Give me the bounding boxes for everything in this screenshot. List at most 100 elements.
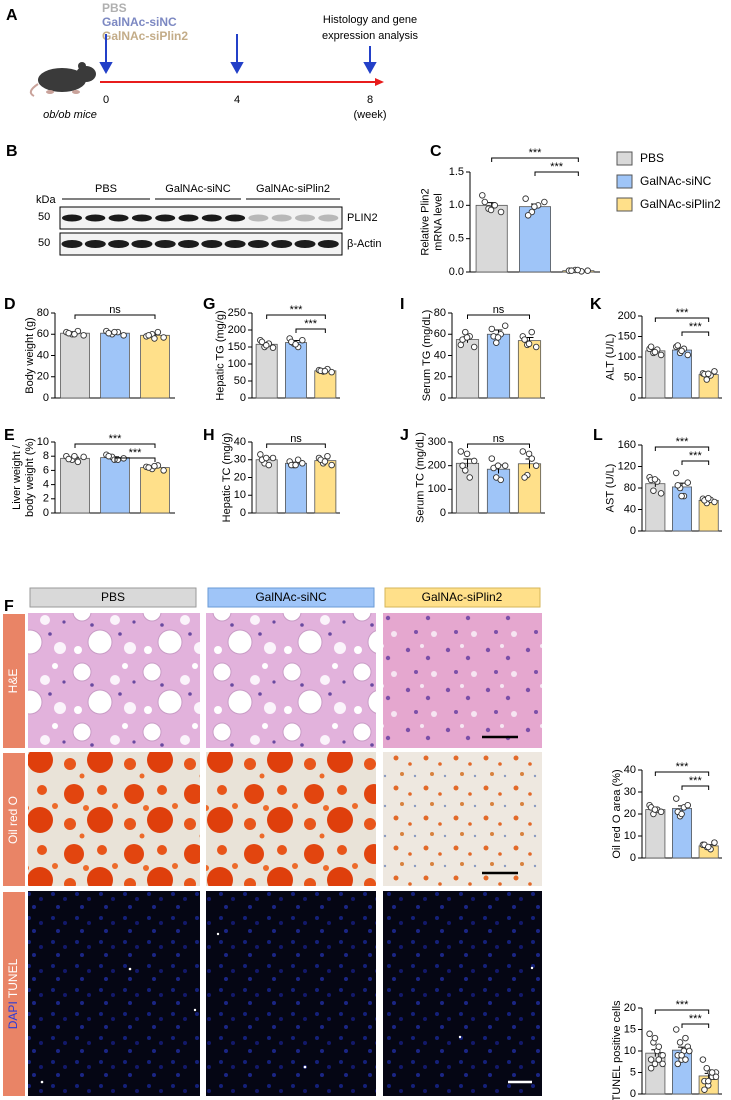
y-axis-label: Hepatic TC (mg/g) bbox=[221, 433, 233, 523]
y-tick-label: 100 bbox=[228, 358, 246, 370]
band bbox=[318, 214, 339, 222]
bar bbox=[255, 343, 278, 399]
stain-label: DAPI bbox=[6, 1001, 20, 1029]
data-point bbox=[262, 454, 270, 462]
band bbox=[62, 214, 82, 222]
band bbox=[271, 214, 292, 222]
data-point bbox=[487, 206, 495, 214]
data-point bbox=[711, 368, 718, 375]
data-point bbox=[525, 450, 533, 458]
significance-bracket bbox=[467, 314, 530, 319]
significance-label: *** bbox=[689, 775, 703, 787]
error-bar bbox=[463, 458, 472, 468]
y-tick-label: 0.5 bbox=[449, 233, 464, 245]
data-point bbox=[488, 455, 496, 462]
significance-label: *** bbox=[689, 321, 703, 333]
data-point bbox=[466, 474, 473, 481]
bar bbox=[100, 332, 130, 399]
y-tick-label: 150 bbox=[228, 341, 246, 353]
column-header-box bbox=[207, 587, 375, 608]
significance-label: *** bbox=[550, 161, 564, 173]
panel-label: J bbox=[400, 427, 409, 444]
y-tick-label: 20 bbox=[624, 808, 636, 820]
significance-label: *** bbox=[689, 1013, 703, 1025]
data-point bbox=[522, 195, 529, 202]
data-point bbox=[672, 795, 680, 802]
row-label-box bbox=[3, 614, 25, 748]
y-axis-label: Hepatic TG (mg/g) bbox=[214, 310, 226, 400]
data-point bbox=[80, 332, 87, 339]
data-point bbox=[705, 1077, 712, 1085]
panel-label: E bbox=[4, 427, 15, 444]
endpoint: Histology and gene bbox=[323, 14, 417, 26]
significance-label: *** bbox=[290, 304, 304, 316]
y-tick-label: 250 bbox=[228, 307, 246, 319]
significance-bracket bbox=[74, 443, 156, 448]
y-tick-label: 5 bbox=[630, 1066, 636, 1078]
group-legend: PBS bbox=[102, 1, 127, 15]
y-tick-label: 300 bbox=[428, 436, 446, 448]
data-point bbox=[71, 331, 78, 338]
row-label: DAPI TUNEL bbox=[6, 958, 20, 1029]
significance-bracket bbox=[467, 443, 530, 448]
y-tick-label: 1.5 bbox=[449, 166, 464, 178]
micrographs bbox=[28, 613, 542, 1096]
y-tick-label: 4 bbox=[43, 479, 49, 491]
panel-label: G bbox=[203, 296, 215, 313]
y-tick-label: 40 bbox=[624, 503, 636, 515]
bar bbox=[645, 809, 666, 859]
y-tick-label: 30 bbox=[624, 786, 636, 798]
timeline bbox=[99, 34, 384, 86]
y-tick-label: 160 bbox=[618, 439, 636, 451]
y-axis-label: TUNEL positive cells bbox=[611, 1000, 623, 1100]
data-point bbox=[65, 455, 72, 463]
data-point bbox=[488, 325, 496, 333]
significance-label: *** bbox=[676, 999, 690, 1011]
y-tick-label: 15 bbox=[624, 1023, 636, 1035]
y-tick-label: 200 bbox=[428, 460, 446, 472]
timepoint: 4 bbox=[234, 94, 240, 106]
data-point bbox=[703, 376, 710, 383]
y-axis-label: Serum TG (mg/dL) bbox=[421, 310, 433, 402]
panel-label: A bbox=[6, 7, 18, 24]
data-point bbox=[701, 1086, 708, 1093]
bar bbox=[60, 457, 90, 514]
y-tick-label: 20 bbox=[37, 371, 49, 383]
band bbox=[294, 240, 316, 248]
data-point bbox=[646, 1030, 653, 1038]
y-tick-label: 80 bbox=[37, 307, 49, 319]
data-point bbox=[294, 456, 302, 464]
data-point bbox=[292, 341, 299, 348]
panel-label: L bbox=[593, 427, 603, 444]
data-point bbox=[678, 1052, 685, 1059]
significance-label: ns bbox=[290, 433, 302, 445]
row-label-box bbox=[3, 753, 25, 886]
band bbox=[131, 240, 153, 248]
data-point bbox=[71, 452, 78, 460]
stain-label: TUNEL bbox=[6, 958, 20, 998]
data-point bbox=[292, 461, 299, 469]
significance-bracket bbox=[266, 314, 326, 319]
data-point bbox=[651, 1034, 659, 1042]
band bbox=[295, 214, 315, 222]
data-point bbox=[657, 808, 665, 816]
data-point bbox=[154, 328, 162, 336]
data-point bbox=[568, 267, 575, 274]
y-tick-label: 6 bbox=[43, 464, 49, 476]
legend-label: GalNAc-siPlin2 bbox=[640, 197, 721, 211]
significance-label: *** bbox=[109, 433, 123, 445]
data-point bbox=[80, 453, 87, 461]
data-point bbox=[494, 334, 502, 341]
data-point bbox=[151, 462, 158, 470]
data-point bbox=[650, 487, 657, 494]
data-point bbox=[324, 452, 331, 460]
y-axis-label: ALT (U/L) bbox=[604, 334, 616, 381]
band bbox=[271, 240, 293, 248]
data-point bbox=[647, 343, 655, 351]
y-tick-label: 30 bbox=[234, 454, 246, 466]
data-point bbox=[678, 492, 685, 500]
significance-label: ns bbox=[493, 304, 505, 316]
y-tick-label: 0.0 bbox=[449, 266, 464, 278]
data-point bbox=[651, 476, 659, 483]
significance-label: *** bbox=[676, 436, 690, 448]
